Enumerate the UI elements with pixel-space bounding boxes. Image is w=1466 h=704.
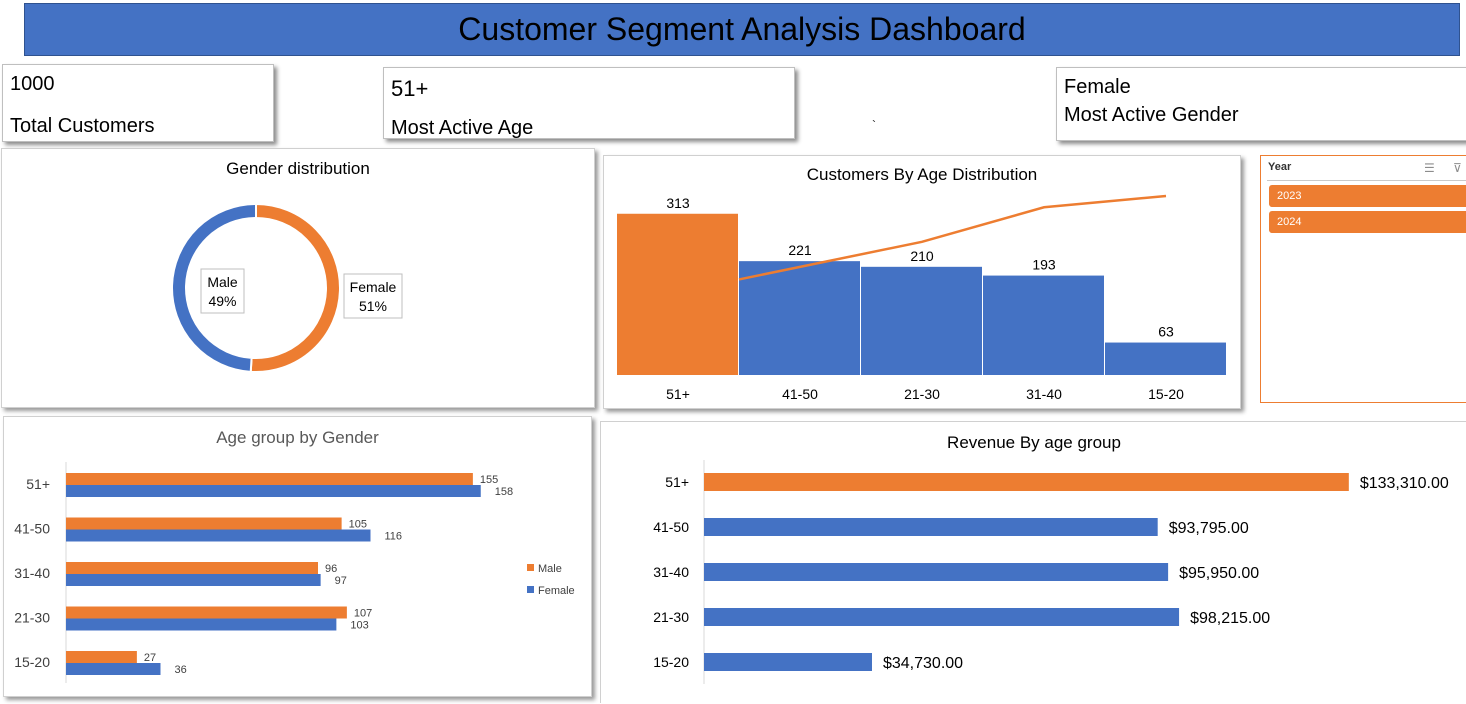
age-gender-value-label: 36 — [175, 664, 187, 676]
slicer-title: Year — [1268, 161, 1292, 173]
age-gender-value-label: 158 — [495, 486, 513, 498]
legend-label-male: Male — [538, 563, 562, 575]
age-gender-value-label: 116 — [385, 531, 403, 543]
gender-donut-chart: Female 51% Male 49% — [171, 202, 403, 373]
age-gender-category-label: 15-20 — [14, 654, 50, 670]
age-gender-value-label: 97 — [335, 575, 347, 587]
revenue-value-label: $93,795.00 — [1169, 520, 1249, 537]
donut-label-box-male — [200, 268, 245, 314]
donut-data-label: Female — [350, 279, 397, 295]
age-dist-category-label: 31-40 — [1026, 386, 1062, 402]
age-gender-bar-male — [66, 562, 318, 574]
revenue-panel: Revenue By age group 51+ $133,310.00 41-50… — [600, 421, 1466, 703]
donut-data-label: 51% — [359, 298, 387, 314]
kpi-gender-value: Female — [1064, 76, 1131, 98]
revenue-value-label: $133,310.00 — [1360, 475, 1449, 492]
age-gender-bar-male — [66, 517, 342, 530]
revenue-value-label: $95,950.00 — [1179, 565, 1259, 582]
age-gender-value-label: 96 — [325, 563, 337, 575]
age-dist-value-label: 221 — [788, 242, 812, 258]
age-gender-bar-female — [66, 618, 337, 631]
age-gender-bar-female — [66, 574, 321, 586]
gender-distribution-panel: Gender distribution Female 51% Male 49% — [1, 148, 595, 408]
revenue-chart-title: Revenue By age group — [947, 433, 1121, 452]
revenue-bar — [704, 653, 872, 671]
age-gender-chart-title: Age group by Gender — [216, 428, 379, 447]
kpi-total-label: Total Customers — [10, 115, 155, 137]
revenue-category-label: 51+ — [665, 474, 689, 490]
multi-select-icon[interactable]: ☰ — [1424, 161, 1435, 175]
age-gender-bar-male — [66, 606, 347, 619]
legend-label-female: Female — [538, 585, 575, 597]
age-dist-category-label: 51+ — [666, 386, 690, 402]
age-dist-category-label: 21-30 — [904, 386, 940, 402]
gender-chart-title: Gender distribution — [226, 159, 370, 178]
kpi-total-customers: 1000 Total Customers — [2, 64, 274, 142]
age-gender-category-label: 21-30 — [14, 610, 50, 626]
age-gender-value-label: 105 — [349, 519, 367, 531]
kpi-gender-label: Most Active Gender — [1064, 104, 1239, 126]
year-slicer: Year ☰ ⊽ 2023 2024 — [1260, 155, 1466, 403]
age-dist-value-label: 193 — [1032, 257, 1056, 273]
age-gender-bar-male — [66, 473, 473, 485]
revenue-category-label: 31-40 — [653, 564, 689, 580]
age-distribution-panel: Customers By Age Distribution 313 51+ 221 4… — [603, 155, 1241, 409]
legend-swatch-female — [527, 586, 534, 593]
age-gender-bar-female — [66, 663, 161, 675]
donut-slice-male — [171, 202, 257, 373]
revenue-bar — [704, 518, 1158, 536]
age-gender-panel: Age group by Gender 51+ 155 158 41-50 105 116… — [3, 416, 592, 697]
age-distribution-chart: 313 51+ 221 41-50 210 21-30 193 31-40 63 15-20 — [617, 194, 1226, 402]
age-gender-value-label: 107 — [354, 608, 372, 620]
age-dist-bar — [983, 275, 1104, 375]
age-gender-category-label: 41-50 — [14, 521, 50, 537]
age-gender-value-label: 27 — [144, 652, 156, 664]
age-dist-bar — [1105, 342, 1226, 375]
age-dist-category-label: 41-50 — [782, 386, 818, 402]
age-gender-bar-male — [66, 651, 137, 663]
revenue-value-label: $34,730.00 — [883, 655, 963, 672]
dashboard-title-bar: Customer Segment Analysis Dashboard — [24, 3, 1460, 56]
revenue-category-label: 41-50 — [653, 519, 689, 535]
age-dist-value-label: 210 — [910, 248, 934, 264]
revenue-value-label: $98,215.00 — [1190, 610, 1270, 627]
age-gender-value-label: 103 — [350, 620, 368, 632]
donut-slice-female — [249, 202, 341, 373]
kpi-most-active-age: 51+ Most Active Age — [383, 67, 795, 139]
slicer-item-2024[interactable]: 2024 — [1269, 211, 1466, 233]
donut-data-label: 49% — [208, 293, 236, 309]
clear-filter-icon[interactable]: ⊽ — [1453, 161, 1462, 175]
slicer-item-2023[interactable]: 2023 — [1269, 185, 1466, 207]
legend-swatch-male — [527, 564, 534, 571]
age-gender-value-label: 155 — [480, 474, 498, 486]
stray-mark: ` — [872, 118, 876, 132]
age-gender-category-label: 31-40 — [14, 565, 50, 581]
revenue-category-label: 21-30 — [653, 609, 689, 625]
age-dist-value-label: 313 — [666, 195, 690, 211]
kpi-age-value: 51+ — [391, 76, 429, 101]
revenue-chart: 51+ $133,310.00 41-50 $93,795.00 31-40 $95,95… — [653, 460, 1449, 684]
age-dist-bar — [739, 261, 860, 375]
kpi-most-active-gender: Female Most Active Gender — [1056, 67, 1466, 141]
donut-label-box-female — [343, 273, 403, 319]
kpi-age-label: Most Active Age — [391, 117, 534, 139]
slicer-divider — [1267, 180, 1466, 181]
revenue-bar — [704, 608, 1180, 626]
age-dist-bar — [861, 266, 982, 375]
age-gender-bar-female — [66, 485, 481, 497]
kpi-total-value: 1000 — [10, 73, 55, 95]
age-dist-value-label: 63 — [1158, 324, 1174, 340]
dashboard-title: Customer Segment Analysis Dashboard — [458, 11, 1026, 47]
age-dist-cumulative-line — [738, 194, 1167, 281]
age-dist-category-label: 15-20 — [1148, 386, 1184, 402]
age-gender-bar-female — [66, 529, 371, 542]
revenue-category-label: 15-20 — [653, 654, 689, 670]
age-gender-category-label: 51+ — [26, 476, 50, 492]
revenue-bar — [704, 563, 1169, 581]
revenue-bar — [704, 473, 1349, 491]
donut-data-label: Male — [207, 274, 238, 290]
age-dist-chart-title: Customers By Age Distribution — [806, 165, 1038, 184]
age-dist-bar — [617, 213, 738, 375]
